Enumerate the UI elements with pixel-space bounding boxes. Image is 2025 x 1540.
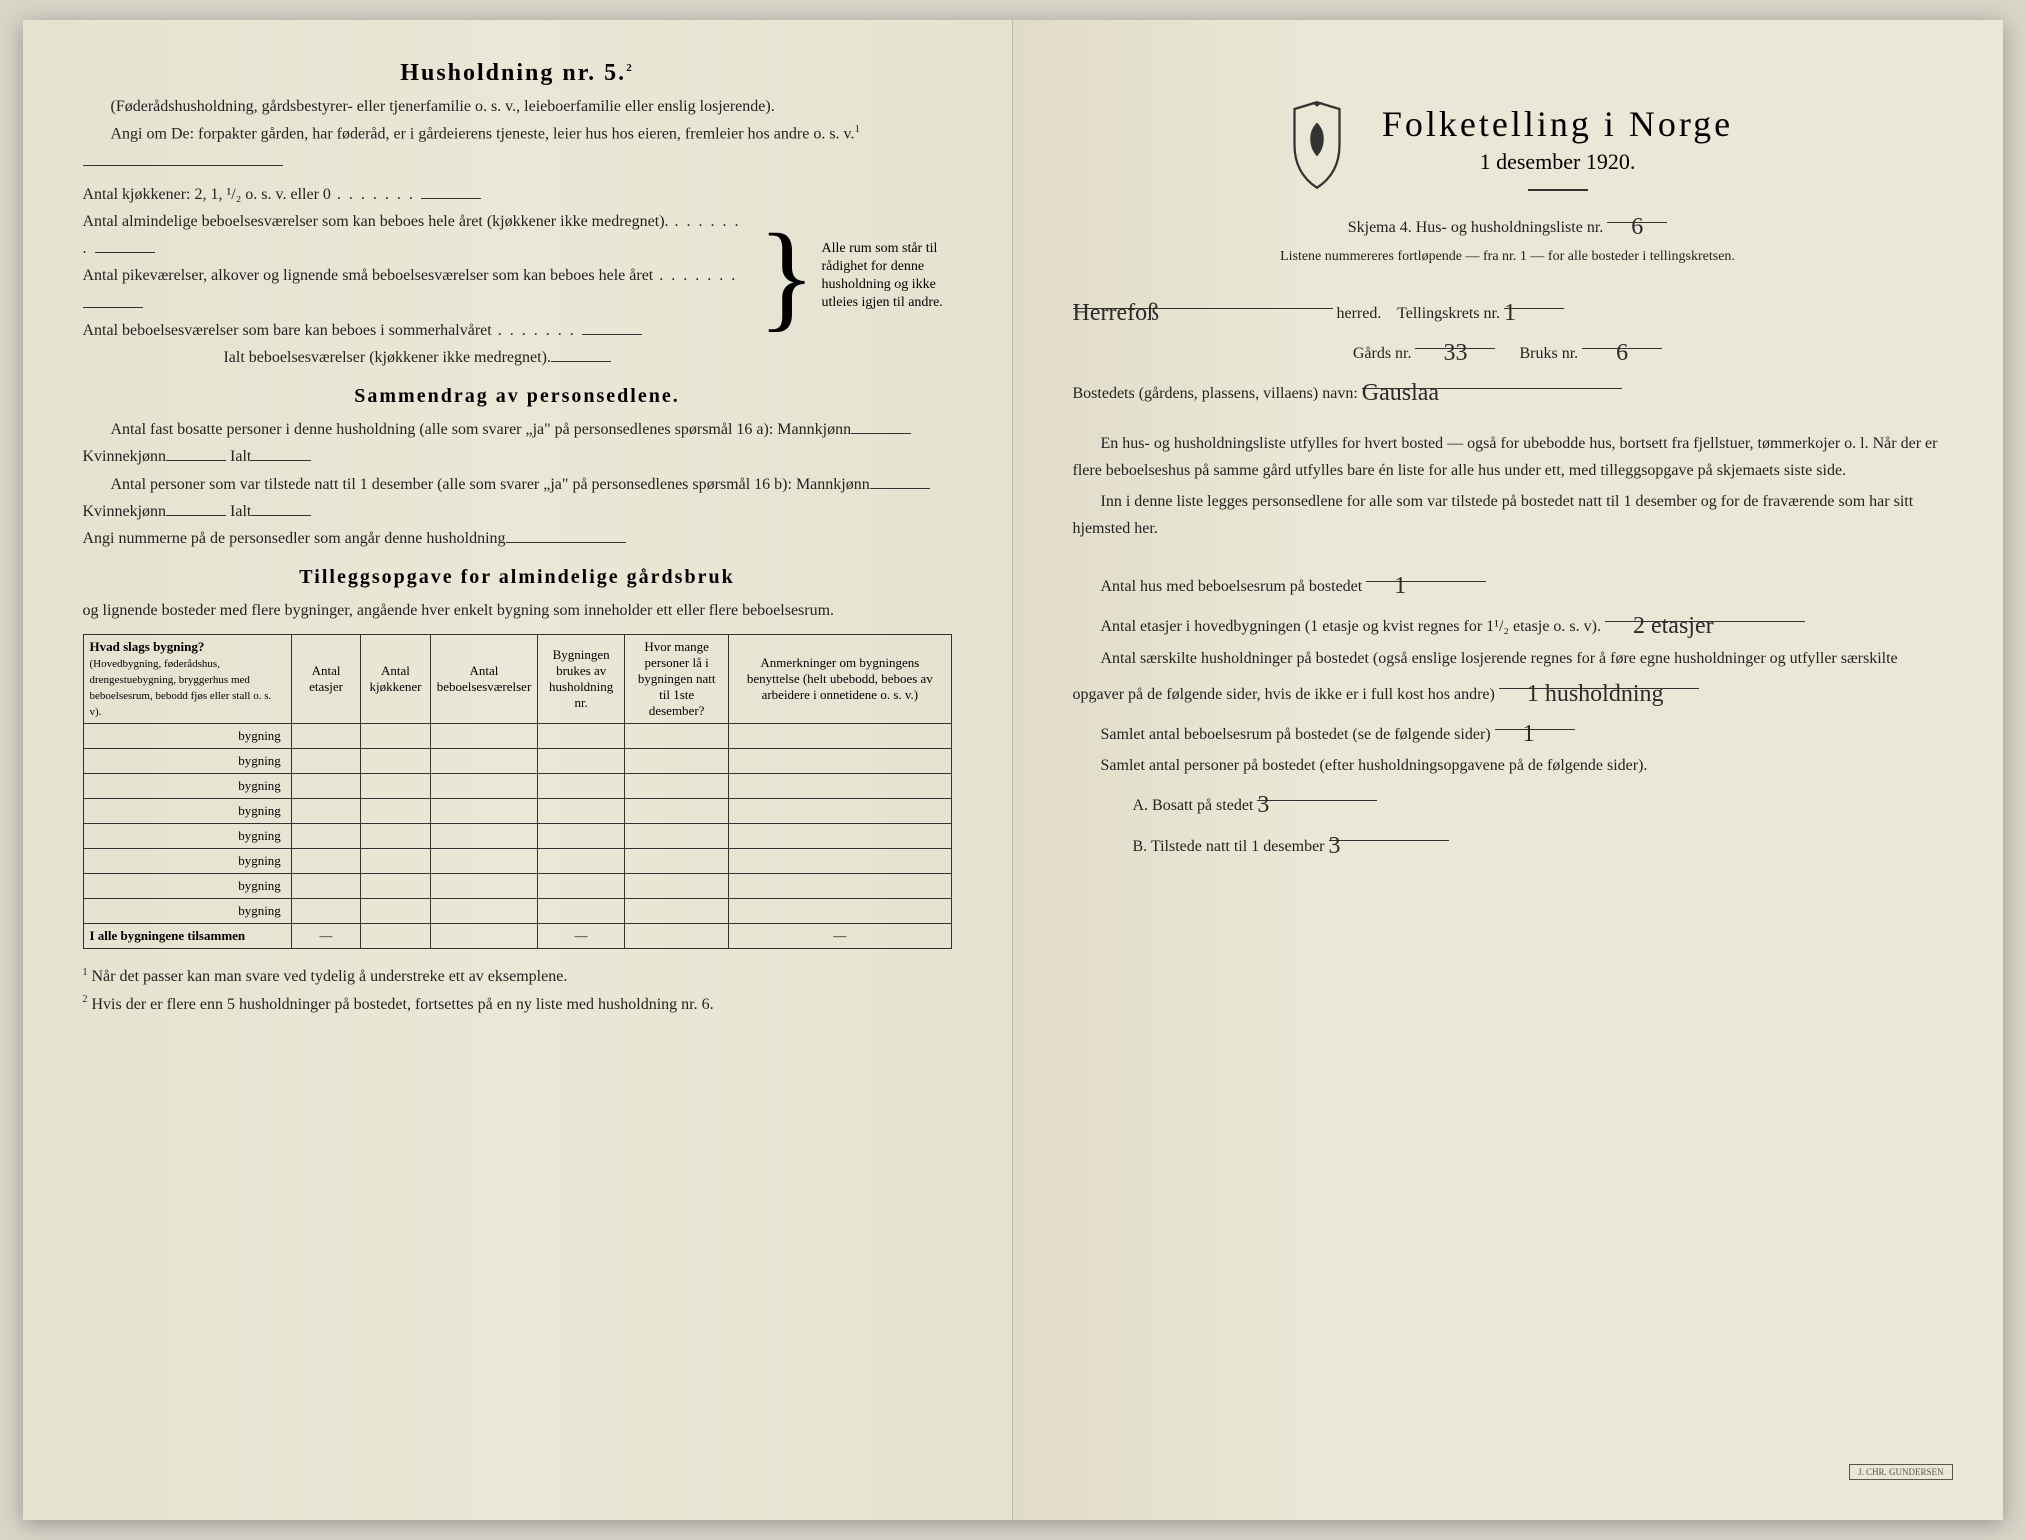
q4-line: Samlet antal beboelsesrum på bostedet (s… <box>1073 712 1943 748</box>
line-ialt: Ialt beboelsesværelser (kjøkkener ikke m… <box>83 344 752 371</box>
sammen-line-2: Antal personer som var tilstede natt til… <box>83 471 952 525</box>
brace-note: Alle rum som står til rådighet for denne… <box>822 240 952 313</box>
q5-line: Samlet antal personer på bostedet (efter… <box>1073 752 1943 779</box>
sammen-line-3: Angi nummerne på de personsedler som ang… <box>83 525 952 552</box>
table-total-row: I alle bygningene tilsammen — — — <box>83 924 951 949</box>
subtitle: 1 desember 1920. <box>1382 149 1733 175</box>
th-personer: Hvor mange personer lå i bygningen natt … <box>625 635 729 724</box>
title-rule <box>1528 189 1588 191</box>
brace-icon: } <box>758 246 816 306</box>
building-table: Hvad slags bygning? (Hovedbygning, føder… <box>83 634 952 949</box>
th-beboelse: Antal beboelsesværelser <box>430 635 538 724</box>
line-kjokkener: Antal kjøkkener: 2, 1, ¹/₂ o. s. v. elle… <box>83 181 752 208</box>
household-heading: Husholdning nr. 5.2 <box>83 60 952 87</box>
line-pikevaerelser: Antal pikeværelser, alkover og lignende … <box>83 262 752 316</box>
para-1: En hus- og husholdningsliste utfylles fo… <box>1073 430 1943 484</box>
table-row: bygning <box>83 874 951 899</box>
table-row: bygning <box>83 774 951 799</box>
table-row: bygning <box>83 899 951 924</box>
sammendrag-heading: Sammendrag av personsedlene. <box>83 385 952 408</box>
skjema-line: Skjema 4. Hus- og husholdningsliste nr. … <box>1073 205 1943 241</box>
th-brukes: Bygningen brukes av husholdning nr. <box>538 635 625 724</box>
table-row: bygning <box>83 724 951 749</box>
qA-line: A. Bosatt på stedet 3 <box>1133 783 1943 819</box>
th-kjokkener: Antal kjøkkener <box>361 635 430 724</box>
qB-line: B. Tilstede natt til 1 desember 3 <box>1133 824 1943 860</box>
printer-stamp: J. CHR. GUNDERSEN <box>1849 1464 1953 1480</box>
q3-line: Antal særskilte husholdninger på bostede… <box>1073 645 1943 708</box>
th-etasjer: Antal etasjer <box>291 635 360 724</box>
listene-note: Listene nummereres fortløpende — fra nr.… <box>1073 245 1943 269</box>
line-beboelse-aar: Antal almindelige beboelsesværelser som … <box>83 208 752 262</box>
q2-line: Antal etasjer i hovedbygningen (1 etasje… <box>1073 604 1943 640</box>
right-page: Folketelling i Norge 1 desember 1920. Sk… <box>1013 20 2003 1520</box>
q1-line: Antal hus med beboelsesrum på bostedet 1 <box>1073 564 1943 600</box>
main-title: Folketelling i Norge <box>1382 103 1733 145</box>
th-bygning: Hvad slags bygning? (Hovedbygning, føder… <box>83 635 291 724</box>
tillegg-sub: og lignende bosteder med flere bygninger… <box>83 597 952 624</box>
line-sommer: Antal beboelsesværelser som bare kan beb… <box>83 317 752 344</box>
table-row: bygning <box>83 824 951 849</box>
th-anmerk: Anmerkninger om bygningens benyttelse (h… <box>729 635 951 724</box>
sammen-line-1: Antal fast bosatte personer i denne hush… <box>83 416 952 470</box>
tillegg-heading: Tilleggsopgave for almindelige gårdsbruk <box>83 566 952 589</box>
coat-of-arms-icon <box>1282 100 1352 195</box>
intro-text-2: Angi om De: forpakter gården, har føderå… <box>83 120 952 175</box>
left-page: Husholdning nr. 5.2 (Føderådshusholdning… <box>23 20 1013 1520</box>
table-row: bygning <box>83 799 951 824</box>
footnotes: 1Når det passer kan man svare ved tydeli… <box>83 963 952 1017</box>
para-2: Inn i denne liste legges personsedlene f… <box>1073 488 1943 542</box>
document-spread: Husholdning nr. 5.2 (Føderådshusholdning… <box>23 20 2003 1520</box>
table-row: bygning <box>83 849 951 874</box>
table-body: bygning bygning bygning bygning bygning … <box>83 724 951 949</box>
gards-line: Gårds nr. 33 Bruks nr. 6 <box>1073 331 1943 367</box>
bosted-line: Bostedets (gårdens, plassens, villaens) … <box>1073 371 1943 407</box>
table-row: bygning <box>83 749 951 774</box>
kitchen-rooms-group: Antal kjøkkener: 2, 1, ¹/₂ o. s. v. elle… <box>83 181 952 371</box>
herred-line: Herrefoß herred. Tellingskrets nr. 1 <box>1073 291 1943 327</box>
intro-text-1: (Føderådshusholdning, gårdsbestyrer- ell… <box>83 93 952 120</box>
